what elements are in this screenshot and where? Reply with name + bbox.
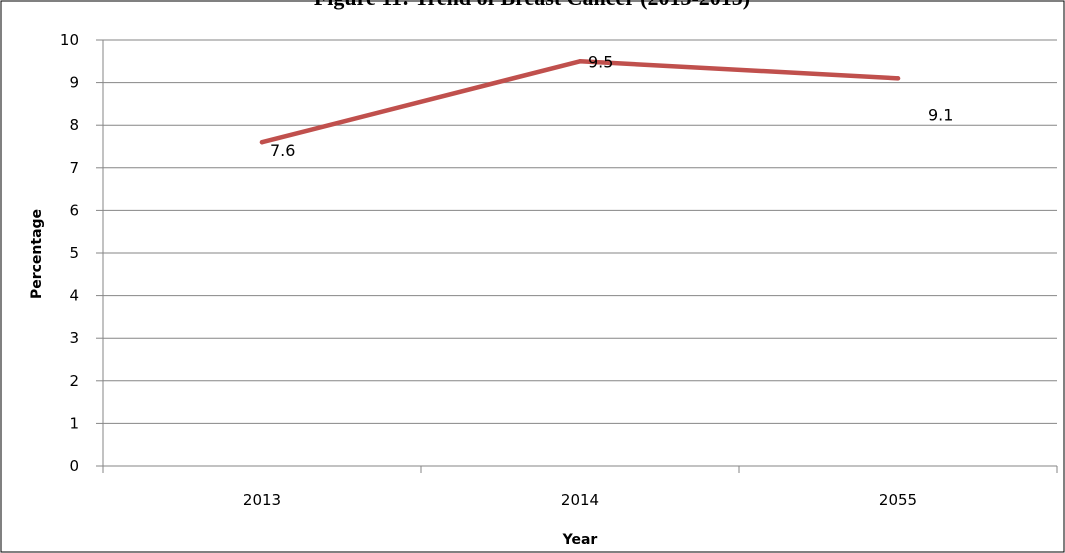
y-tick-label: 9	[69, 74, 79, 92]
data-label: 9.5	[588, 52, 613, 71]
x-axis-ticks: 2013 2014 2055	[243, 491, 917, 509]
y-tick-label: 10	[60, 31, 79, 49]
y-tick-label: 5	[69, 244, 79, 262]
y-axis-title: Percentage	[29, 209, 45, 299]
gridlines	[103, 39, 1057, 424]
y-tick-label: 6	[69, 201, 79, 219]
x-tick-label: 2014	[561, 491, 599, 509]
axes	[96, 39, 1058, 473]
y-tick-label: 0	[69, 457, 79, 475]
y-tick-label: 3	[69, 329, 79, 347]
y-tick-label: 1	[69, 414, 79, 432]
x-axis-title: Year	[562, 532, 598, 548]
data-point	[895, 76, 901, 81]
y-tick-label: 8	[69, 116, 79, 134]
y-tick-label: 4	[69, 287, 79, 305]
data-label: 7.6	[270, 141, 295, 160]
data-point	[577, 59, 583, 64]
data-point	[259, 140, 265, 145]
x-tick-label: 2013	[243, 491, 281, 509]
y-tick-label: 2	[69, 372, 79, 390]
chart-title: Figure 11: Trend of Breast Cancer (2013-…	[314, 0, 750, 10]
data-label: 9.1	[928, 105, 953, 124]
y-tick-label: 7	[69, 159, 79, 177]
y-axis-ticks: 0 1 2 3 4 5 6 7 8 9 10	[60, 31, 79, 475]
x-tick-label: 2055	[879, 491, 917, 509]
data-labels: 7.6 9.5 9.1	[270, 52, 953, 160]
series-layer	[259, 59, 901, 145]
